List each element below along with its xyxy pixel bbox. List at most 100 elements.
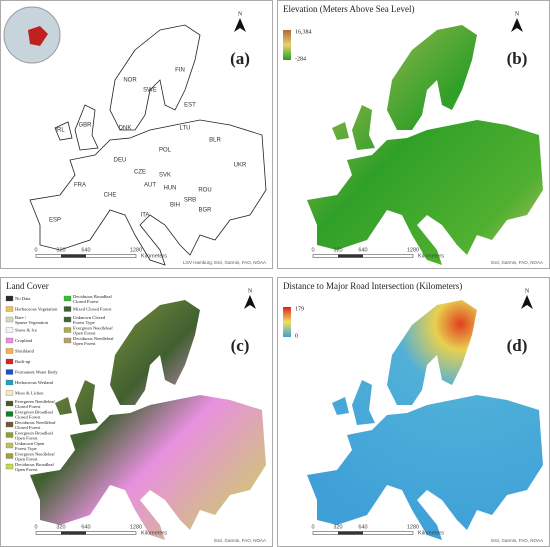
panel-title: Elevation (Meters Above Sea Level): [283, 4, 414, 14]
north-arrow: [521, 295, 533, 309]
scale-bar-fill: [338, 254, 363, 258]
legend-swatch: [63, 306, 72, 312]
legend-swatch: [5, 453, 14, 459]
legend-swatch: [5, 421, 14, 428]
scale-label: 320: [333, 524, 342, 530]
legend-label: Shrubland: [15, 349, 35, 354]
scale-unit: Kilometers: [418, 253, 444, 259]
legend-label: Deciduous Broadleaf Open Forest: [15, 462, 54, 472]
legend-label: Herbaceous Vegetation: [15, 307, 58, 312]
country-code: GBR: [78, 123, 92, 129]
panel-tag: (b): [507, 49, 528, 68]
globe-highlight: [28, 26, 48, 46]
legend-label: Evergreen Needleleaf Open Forest: [73, 326, 113, 336]
scale-bar-fill: [61, 531, 86, 535]
north-label: N: [238, 11, 243, 17]
legend-swatch: [5, 390, 14, 396]
country-code: ITA: [141, 213, 150, 219]
legend-label: Bare / Sparse Vegetation: [15, 315, 49, 325]
country-code: AUT: [144, 183, 156, 189]
legend-swatch: [63, 337, 72, 344]
legend-label: Mixed Closed Forest: [73, 307, 112, 312]
legend-swatch: [63, 295, 72, 302]
legend-max: 179: [295, 306, 304, 312]
legend-label: Permanent Water Body: [15, 370, 58, 375]
legend-ramp: [283, 30, 291, 60]
panel-tag: (d): [507, 336, 528, 355]
credit: Esri, Garmin, FAO, NOAA: [491, 260, 543, 265]
legend-min: -284: [295, 56, 306, 62]
north-arrow: [234, 18, 246, 32]
panel-tag: (c): [231, 336, 250, 355]
legend-swatch: [5, 306, 14, 312]
panel-a: FIN NOR SWE EST LTU IRL GBR DNK BLR POL DEU UKR FRA C…: [0, 0, 273, 269]
country-code: HUN: [164, 186, 177, 192]
legend-label: Unknown Closed Forest Type: [73, 315, 106, 325]
scale-label: 0: [311, 247, 314, 253]
legend-swatch: [5, 348, 14, 354]
legend-label: Deciduous Needleleaf Open Forest: [73, 336, 114, 346]
scale-label: 1280: [407, 247, 419, 253]
legend-swatch: [5, 295, 14, 302]
scale-label: 320: [56, 247, 65, 253]
country-code: BLR: [209, 138, 221, 144]
legend-label: Cropland: [15, 338, 33, 343]
country-code: BGR: [198, 208, 212, 214]
country-code: ESP: [49, 218, 61, 224]
country-code: ROU: [198, 188, 211, 194]
legend-swatch: [5, 358, 14, 365]
country-code: CZE: [134, 170, 146, 176]
legend-label: Evergreen Broadleaf Open Forest: [15, 431, 54, 441]
legend-ramp: [283, 307, 291, 337]
panel-title: Land Cover: [6, 281, 49, 291]
legend-label: Built-up: [15, 359, 31, 364]
legend-min: 0: [295, 333, 298, 339]
scale-label: 0: [34, 524, 37, 530]
legend-swatch: [5, 379, 14, 386]
country-code: IRL: [55, 128, 65, 134]
north-arrow: [511, 18, 523, 32]
legend-label: Deciduous Needleleaf Closed Forest: [15, 420, 56, 430]
legend-label: Evergreen Needleleaf Closed Forest: [15, 399, 55, 409]
scale-label: 0: [311, 524, 314, 530]
scale-label: 640: [358, 524, 367, 530]
legend-label: Unknown Open Forest Type: [15, 441, 45, 451]
scale-label: 320: [333, 247, 342, 253]
legend-swatch: [63, 316, 72, 323]
scale-label: 0: [34, 247, 37, 253]
country-code: FRA: [74, 183, 86, 189]
country-code: EST: [184, 103, 196, 109]
scale-unit: Kilometers: [141, 530, 167, 536]
legend-swatch: [5, 442, 14, 449]
scale-label: 1280: [407, 524, 419, 530]
north-label: N: [515, 11, 520, 17]
legend-label: Deciduous Broadleaf Closed Forest: [73, 294, 112, 304]
panel-title: Distance to Major Road Intersection (Kil…: [283, 281, 462, 291]
scale-label: 1280: [130, 524, 142, 530]
legend-swatch: [5, 369, 14, 375]
legend-swatch: [63, 327, 72, 333]
legend-swatch: [5, 327, 14, 333]
panel-b: Elevation (Meters Above Sea Level) 16,38…: [277, 0, 550, 269]
legend-label: Snow & Ice: [15, 328, 37, 333]
legend-swatch: [5, 463, 14, 470]
legend-swatch: [5, 411, 14, 417]
scale-bar-fill: [338, 531, 363, 535]
legend-label: Evergreen Needleleaf Open Forest: [15, 452, 55, 462]
country-code: SWE: [143, 88, 157, 94]
north-label: N: [525, 288, 530, 294]
scale-label: 320: [56, 524, 65, 530]
scale-label: 640: [81, 247, 90, 253]
country-code: SRB: [184, 198, 196, 204]
scale-bar-fill: [61, 254, 86, 258]
panel-d: Distance to Major Road Intersection (Kil…: [277, 277, 550, 547]
country-code: SVK: [159, 173, 171, 179]
legend-label: Evergreen Broadleaf Closed Forest: [15, 410, 54, 420]
country-code: DNK: [119, 126, 132, 132]
panel-tag: (a): [230, 49, 250, 68]
